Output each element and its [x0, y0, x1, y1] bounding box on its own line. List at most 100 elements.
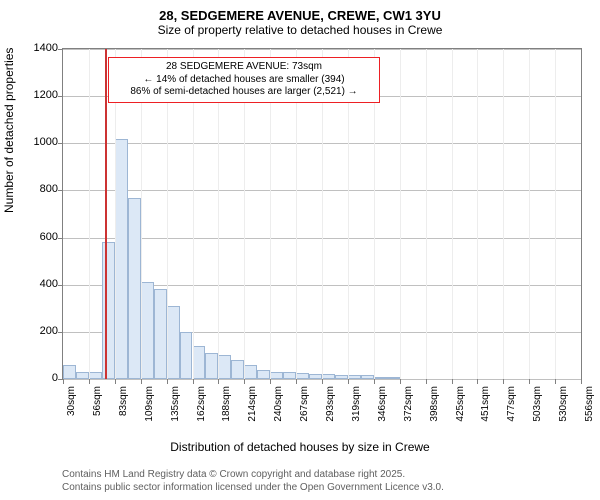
x-tick-label: 346sqm	[377, 386, 388, 422]
histogram-bar	[154, 289, 167, 379]
histogram-bar	[102, 242, 115, 379]
x-axis-label: Distribution of detached houses by size …	[0, 440, 600, 454]
histogram-bar	[76, 372, 89, 379]
y-tick-label: 1400	[18, 42, 58, 54]
x-tick-label: 56sqm	[92, 386, 103, 416]
y-tick-label: 0	[18, 372, 58, 384]
y-tick	[58, 285, 63, 286]
y-tick	[58, 190, 63, 191]
x-tick-label: 556sqm	[584, 386, 595, 422]
x-tick	[581, 379, 582, 384]
y-tick-label: 800	[18, 183, 58, 195]
attribution-line2: Contains public sector information licen…	[62, 481, 444, 494]
x-tick	[218, 379, 219, 384]
histogram-bar	[167, 306, 180, 379]
histogram-bar	[309, 374, 322, 379]
x-tick	[477, 379, 478, 384]
x-tick-label: 30sqm	[66, 386, 77, 416]
histogram-bar	[374, 377, 387, 379]
x-tick-label: 372sqm	[403, 386, 414, 422]
x-tick	[374, 379, 375, 384]
histogram-bar	[283, 372, 296, 379]
histogram-bar	[257, 370, 270, 379]
histogram-bar	[193, 346, 206, 379]
x-tick-label: 530sqm	[558, 386, 569, 422]
annotation-line2: ← 14% of detached houses are smaller (39…	[115, 74, 373, 87]
x-tick	[503, 379, 504, 384]
y-axis-label-text: Number of detached properties	[2, 48, 16, 213]
x-tick-label: 425sqm	[455, 386, 466, 422]
x-tick	[193, 379, 194, 384]
histogram-bar	[387, 377, 400, 379]
x-tick-label: 293sqm	[325, 386, 336, 422]
x-tick	[529, 379, 530, 384]
gridline-v	[89, 49, 90, 379]
gridline-v	[477, 49, 478, 379]
histogram-bar	[141, 282, 154, 379]
x-tick	[426, 379, 427, 384]
x-tick	[555, 379, 556, 384]
histogram-bar	[231, 360, 244, 379]
attribution: Contains HM Land Registry data © Crown c…	[62, 468, 444, 494]
y-tick-label: 600	[18, 231, 58, 243]
x-tick	[452, 379, 453, 384]
x-tick-label: 477sqm	[506, 386, 517, 422]
chart-title-sub: Size of property relative to detached ho…	[0, 23, 600, 41]
x-tick-label: 240sqm	[273, 386, 284, 422]
histogram-bar	[348, 375, 361, 379]
x-tick	[270, 379, 271, 384]
x-tick	[244, 379, 245, 384]
x-tick	[348, 379, 349, 384]
histogram-bar	[180, 332, 193, 379]
chart-container: 28, SEDGEMERE AVENUE, CREWE, CW1 3YU Siz…	[0, 0, 600, 500]
histogram-bar	[335, 375, 348, 379]
annotation-line3: 86% of semi-detached houses are larger (…	[115, 86, 373, 99]
x-tick	[296, 379, 297, 384]
x-tick-label: 319sqm	[351, 386, 362, 422]
x-tick	[322, 379, 323, 384]
plot-area: 28 SEDGEMERE AVENUE: 73sqm ← 14% of deta…	[62, 48, 582, 380]
x-tick	[400, 379, 401, 384]
gridline-v	[555, 49, 556, 379]
x-tick	[63, 379, 64, 384]
histogram-bar	[128, 198, 141, 380]
histogram-bar	[205, 353, 218, 379]
y-tick	[58, 332, 63, 333]
y-tick-label: 400	[18, 278, 58, 290]
x-tick	[89, 379, 90, 384]
histogram-bar	[322, 374, 335, 379]
histogram-bar	[296, 373, 309, 379]
y-tick-label: 1200	[18, 89, 58, 101]
marker-line	[105, 49, 107, 379]
x-tick-label: 109sqm	[144, 386, 155, 422]
x-tick-label: 188sqm	[221, 386, 232, 422]
gridline-v	[426, 49, 427, 379]
chart-title-main: 28, SEDGEMERE AVENUE, CREWE, CW1 3YU	[0, 0, 600, 23]
y-tick	[58, 143, 63, 144]
histogram-bar	[218, 355, 231, 379]
attribution-line1: Contains HM Land Registry data © Crown c…	[62, 468, 444, 481]
y-tick	[58, 96, 63, 97]
y-tick-label: 1000	[18, 136, 58, 148]
gridline-v	[400, 49, 401, 379]
gridline-v	[503, 49, 504, 379]
histogram-bar	[244, 365, 257, 379]
x-tick-label: 451sqm	[480, 386, 491, 422]
gridline-v	[529, 49, 530, 379]
x-tick-label: 162sqm	[196, 386, 207, 422]
y-axis-label: Number of detached properties	[2, 48, 16, 213]
x-tick-label: 503sqm	[532, 386, 543, 422]
histogram-bar	[89, 372, 102, 379]
histogram-bar	[63, 365, 76, 379]
histogram-bar	[361, 375, 374, 379]
x-tick-label: 214sqm	[247, 386, 258, 422]
histogram-bar	[115, 139, 128, 379]
x-tick-label: 267sqm	[299, 386, 310, 422]
x-tick-label: 83sqm	[118, 386, 129, 416]
x-tick-label: 398sqm	[429, 386, 440, 422]
gridline-v	[452, 49, 453, 379]
x-tick	[115, 379, 116, 384]
histogram-bar	[270, 372, 283, 379]
annotation-box: 28 SEDGEMERE AVENUE: 73sqm ← 14% of deta…	[108, 57, 380, 103]
x-tick-label: 135sqm	[170, 386, 181, 422]
